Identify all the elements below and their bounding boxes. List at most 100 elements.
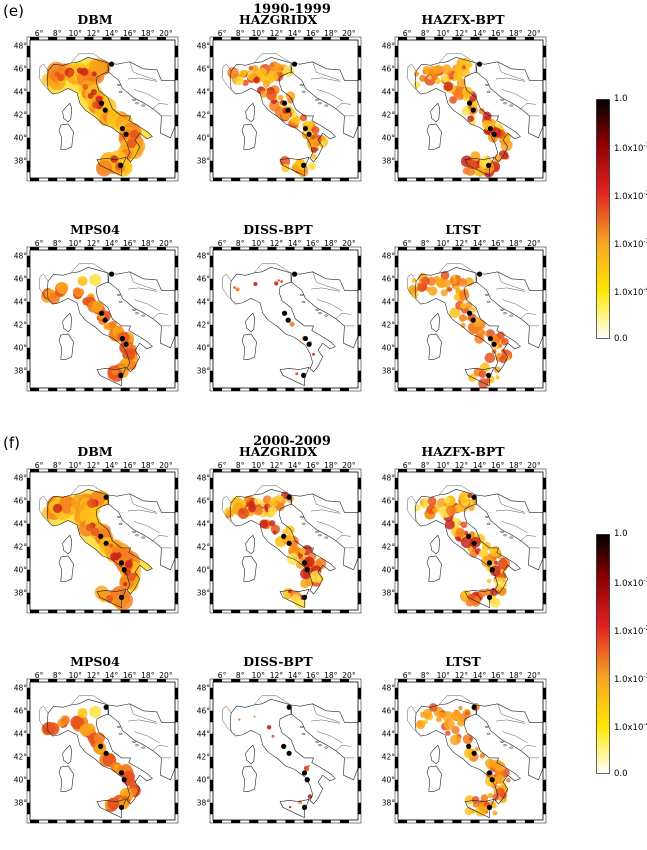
island bbox=[484, 515, 489, 518]
lon-tick-label: 12° bbox=[270, 29, 284, 38]
lon-tick-label: 12° bbox=[87, 461, 101, 470]
lon-tick-label: 6° bbox=[218, 671, 227, 680]
country-border bbox=[70, 485, 109, 496]
epicenter-dot bbox=[486, 594, 493, 600]
lat-tick-label: 42° bbox=[14, 752, 28, 761]
island bbox=[118, 300, 123, 303]
country-border bbox=[497, 703, 525, 723]
lon-tick-label: 10° bbox=[252, 461, 266, 470]
coastline bbox=[475, 493, 543, 571]
coastline bbox=[426, 555, 442, 582]
epicenter-dot bbox=[121, 777, 127, 783]
island bbox=[324, 536, 329, 539]
lat-tick-label: 40° bbox=[14, 343, 28, 352]
lat-tick-label: 46° bbox=[382, 496, 396, 505]
lon-tick-label: 16° bbox=[123, 461, 137, 470]
epicenter-dot bbox=[491, 341, 497, 347]
epicenter-dot bbox=[486, 770, 493, 776]
section-title: 2000-2009 bbox=[253, 434, 331, 449]
lon-tick-label: 14° bbox=[473, 671, 487, 680]
lat-tick-label: 44° bbox=[197, 729, 211, 738]
country-border bbox=[406, 705, 417, 732]
coastline bbox=[229, 698, 336, 805]
hazard-heatmap bbox=[41, 57, 153, 177]
country-border bbox=[253, 485, 292, 496]
epicenter-dot bbox=[121, 567, 127, 573]
coastline bbox=[62, 312, 73, 333]
epicenter-dot bbox=[103, 750, 109, 756]
lat-tick-label: 44° bbox=[197, 297, 211, 306]
lon-tick-label: 16° bbox=[491, 239, 505, 248]
epicenter-dot bbox=[466, 100, 473, 106]
colorbar-tick-exponent: -1 bbox=[643, 577, 647, 584]
lat-tick-label: 42° bbox=[197, 320, 211, 329]
lon-tick-label: 12° bbox=[87, 29, 101, 38]
island bbox=[509, 746, 514, 749]
lon-tick-label: 10° bbox=[69, 239, 83, 248]
italy-map: 6° 8° 10° 12° 14° 16° 18° 20° 48° 46° 44° 42° 40° 38° bbox=[197, 239, 362, 392]
island bbox=[132, 530, 137, 533]
lat-tick-label: 44° bbox=[382, 297, 396, 306]
coastline bbox=[241, 765, 257, 792]
lon-tick-label: 8° bbox=[53, 671, 62, 680]
epicenter-dot bbox=[98, 533, 104, 539]
lat-tick-label: 48° bbox=[197, 251, 211, 260]
lon-tick-label: 16° bbox=[306, 461, 320, 470]
epicenter-dot bbox=[476, 271, 483, 277]
country-border bbox=[502, 89, 528, 102]
country-border bbox=[502, 299, 528, 312]
colorbar-gradient bbox=[596, 99, 610, 339]
lon-tick-label: 20° bbox=[527, 671, 541, 680]
map-content bbox=[221, 485, 358, 609]
lon-tick-label: 14° bbox=[288, 29, 302, 38]
coastline bbox=[245, 102, 256, 123]
country-border bbox=[312, 271, 340, 291]
country-border bbox=[312, 61, 340, 81]
hazard-heatmap bbox=[233, 279, 315, 376]
country-border bbox=[134, 89, 160, 102]
island bbox=[317, 102, 322, 105]
lon-tick-label: 6° bbox=[35, 461, 44, 470]
colorbar-tick-label: 1.0x10-1 bbox=[614, 142, 647, 154]
lon-tick-label: 6° bbox=[403, 461, 412, 470]
hazard-heatmap bbox=[413, 491, 511, 608]
lat-tick-label: 40° bbox=[14, 775, 28, 784]
lat-tick-label: 44° bbox=[14, 87, 28, 96]
epicenter-dot bbox=[471, 540, 477, 546]
lon-tick-label: 18° bbox=[141, 239, 155, 248]
lon-tick-label: 16° bbox=[491, 671, 505, 680]
coastline bbox=[107, 703, 175, 781]
country-border bbox=[495, 77, 525, 82]
lat-tick-label: 46° bbox=[197, 496, 211, 505]
epicenter-dot bbox=[291, 61, 298, 67]
epicenter-dot bbox=[471, 494, 477, 500]
lon-tick-label: 14° bbox=[105, 29, 119, 38]
lat-tick-label: 46° bbox=[14, 706, 28, 715]
colorbar-tick-label: 1.0x10-2 bbox=[614, 190, 647, 202]
country-border bbox=[502, 731, 528, 744]
colorbar-tick-label: 1.0x10-1 bbox=[614, 577, 647, 589]
country-border bbox=[335, 745, 351, 752]
epicenter-dot bbox=[301, 372, 307, 378]
island bbox=[141, 104, 146, 107]
map-panel: HAZGRIDX 6° 8° 10° 12° 14° 16° 18° 20° 48° 46° 44° 4… bbox=[193, 444, 363, 619]
lat-tick-label: 38° bbox=[382, 798, 396, 807]
lon-tick-label: 12° bbox=[270, 671, 284, 680]
map-content bbox=[221, 695, 358, 819]
italy-map: 6° 8° 10° 12° 14° 16° 18° 20° 48° 46° 44° 42° 40° 38° bbox=[382, 461, 547, 614]
lon-tick-label: 14° bbox=[473, 461, 487, 470]
island bbox=[486, 732, 491, 735]
island bbox=[301, 732, 306, 735]
lat-tick-label: 44° bbox=[14, 297, 28, 306]
country-border bbox=[335, 103, 351, 110]
coastline bbox=[475, 703, 543, 781]
country-border bbox=[317, 521, 343, 534]
epicenter-dot bbox=[108, 271, 115, 277]
map-frame bbox=[209, 246, 362, 392]
country-border bbox=[70, 53, 109, 64]
lon-tick-label: 10° bbox=[252, 29, 266, 38]
lat-tick-label: 44° bbox=[382, 729, 396, 738]
map-title: HAZFX-BPT bbox=[421, 12, 505, 27]
map-frame bbox=[26, 246, 179, 392]
epicenter-dot bbox=[102, 107, 108, 113]
